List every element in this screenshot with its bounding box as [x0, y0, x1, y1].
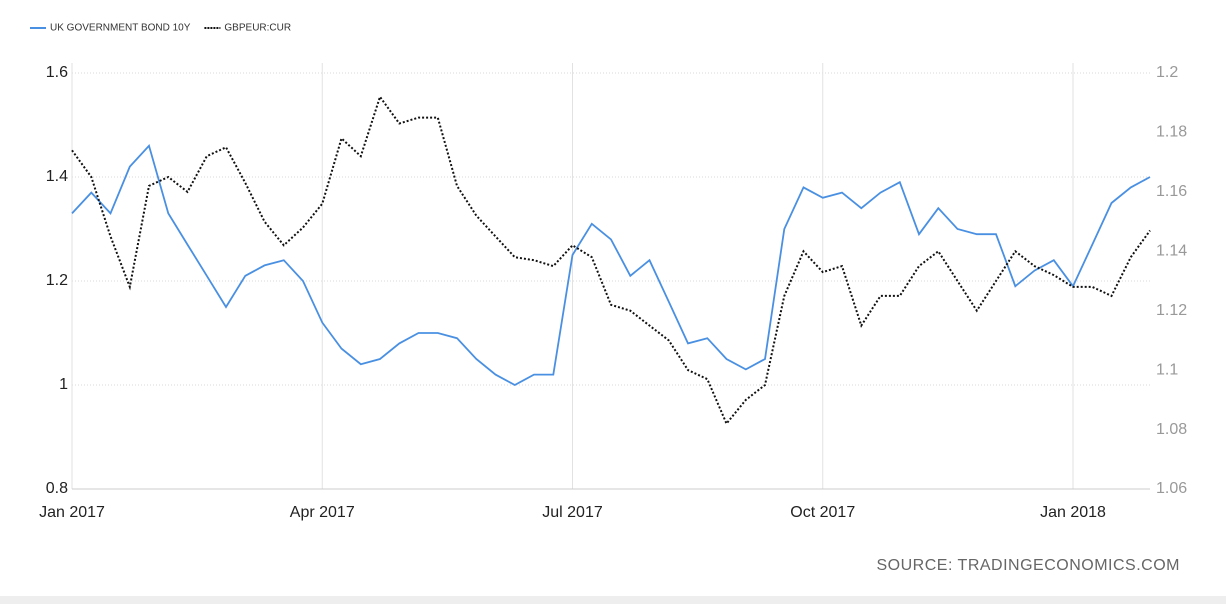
- x-tick-label: Oct 2017: [790, 504, 855, 521]
- y2-tick-label: 1.18: [1156, 124, 1187, 141]
- y-tick-label: 1.4: [46, 168, 68, 185]
- source-note: SOURCE: TRADINGECONOMICS.COM: [877, 557, 1181, 574]
- y2-tick-label: 1.16: [1156, 183, 1187, 200]
- y-tick-label: 1: [59, 376, 68, 393]
- series-line: [71, 94, 1151, 426]
- y2-tick-label: 1.1: [1156, 361, 1178, 378]
- legend-label: GBPEUR:CUR: [224, 23, 291, 34]
- y2-tick-label: 1.14: [1156, 243, 1187, 260]
- y2-tick-label: 1.08: [1156, 421, 1187, 438]
- y-tick-label: 1.2: [46, 272, 68, 289]
- x-tick-label: Jul 2017: [542, 504, 603, 521]
- y-tick-label: 1.6: [46, 64, 68, 81]
- legend-label: UK GOVERNMENT BOND 10Y: [50, 23, 191, 34]
- y-tick-label: 0.8: [46, 480, 68, 497]
- x-tick-label: Jan 2017: [39, 504, 105, 521]
- x-tick-label: Apr 2017: [290, 504, 355, 521]
- y2-tick-label: 1.2: [1156, 64, 1178, 81]
- y2-tick-label: 1.12: [1156, 302, 1187, 319]
- x-tick-label: Jan 2018: [1040, 504, 1106, 521]
- bottom-strip: [0, 596, 1226, 604]
- series-line: [71, 144, 1151, 387]
- y2-tick-label: 1.06: [1156, 480, 1187, 497]
